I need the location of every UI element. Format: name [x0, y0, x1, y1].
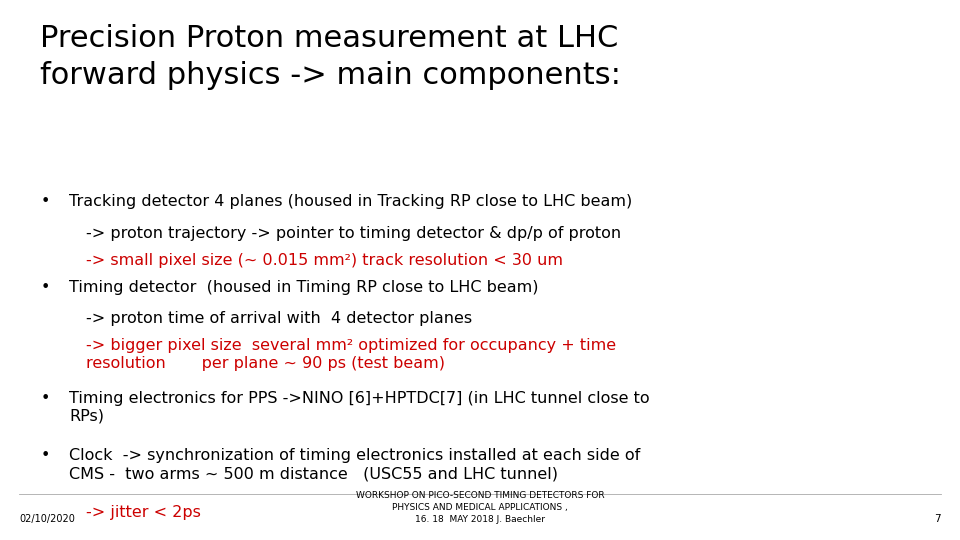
Text: 02/10/2020: 02/10/2020 — [19, 514, 75, 524]
Text: •: • — [40, 194, 50, 210]
Text: WORKSHOP ON PICO-SECOND TIMING DETECTORS FOR
PHYSICS AND MEDICAL APPLICATIONS ,
: WORKSHOP ON PICO-SECOND TIMING DETECTORS… — [356, 491, 604, 524]
Text: Clock  -> synchronization of timing electronics installed at each side of
CMS - : Clock -> synchronization of timing elect… — [69, 448, 640, 481]
Text: Precision Proton measurement at LHC
forward physics -> main components:: Precision Proton measurement at LHC forw… — [40, 24, 621, 90]
Text: •: • — [40, 280, 50, 295]
Text: -> proton trajectory -> pointer to timing detector & dp/p of proton: -> proton trajectory -> pointer to timin… — [86, 226, 621, 241]
Text: Tracking detector 4 planes (housed in Tracking RP close to LHC beam): Tracking detector 4 planes (housed in Tr… — [69, 194, 633, 210]
Text: -> jitter < 2ps: -> jitter < 2ps — [86, 505, 202, 521]
Text: Timing electronics for PPS ->NINO [6]+HPTDC[7] (in LHC tunnel close to
RPs): Timing electronics for PPS ->NINO [6]+HP… — [69, 391, 650, 424]
Text: -> proton time of arrival with  4 detector planes: -> proton time of arrival with 4 detecto… — [86, 311, 472, 326]
Text: -> small pixel size (~ 0.015 mm²) track resolution < 30 um: -> small pixel size (~ 0.015 mm²) track … — [86, 253, 564, 268]
Text: Timing detector  (housed in Timing RP close to LHC beam): Timing detector (housed in Timing RP clo… — [69, 280, 539, 295]
Text: -> bigger pixel size  several mm² optimized for occupancy + time
resolution     : -> bigger pixel size several mm² optimiz… — [86, 338, 616, 371]
Text: •: • — [40, 391, 50, 406]
Text: •: • — [40, 448, 50, 463]
Text: 7: 7 — [934, 514, 941, 524]
